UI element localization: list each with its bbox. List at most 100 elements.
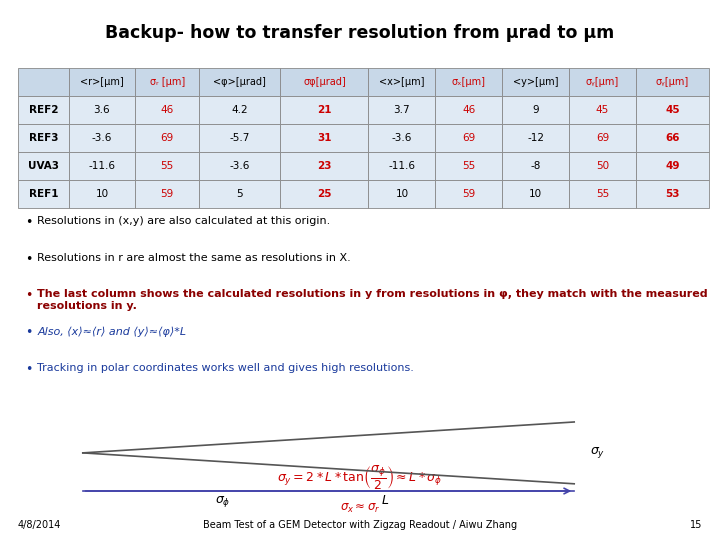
Bar <box>636 96 709 124</box>
Text: σₓ[μm]: σₓ[μm] <box>451 77 486 86</box>
Bar <box>369 124 436 152</box>
Bar <box>569 180 636 208</box>
Bar <box>636 124 709 152</box>
Text: •: • <box>25 216 32 229</box>
Text: -3.6: -3.6 <box>392 133 412 143</box>
Text: -11.6: -11.6 <box>89 161 115 171</box>
Bar <box>18 124 68 152</box>
Text: <x>[μm]: <x>[μm] <box>379 77 425 86</box>
Bar <box>636 180 709 208</box>
Bar <box>436 180 502 208</box>
Text: 10: 10 <box>95 189 109 199</box>
Text: •: • <box>25 326 32 339</box>
Bar <box>502 180 569 208</box>
Text: The last column shows the calculated resolutions in y from resolutions in φ, the: The last column shows the calculated res… <box>37 289 708 311</box>
Text: <φ>[μrad]: <φ>[μrad] <box>213 77 266 86</box>
Text: 69: 69 <box>161 133 174 143</box>
Text: 5: 5 <box>236 189 243 199</box>
Text: 9: 9 <box>532 105 539 114</box>
Text: 4.2: 4.2 <box>231 105 248 114</box>
Text: 69: 69 <box>595 133 609 143</box>
Text: 46: 46 <box>462 105 475 114</box>
Bar <box>281 180 369 208</box>
Text: 45: 45 <box>595 105 609 114</box>
Bar <box>68 124 135 152</box>
Bar <box>569 68 636 96</box>
Bar <box>68 152 135 180</box>
Text: 4/8/2014: 4/8/2014 <box>18 520 61 530</box>
Bar <box>135 124 199 152</box>
Text: UVA3: UVA3 <box>28 161 59 171</box>
Bar <box>199 124 281 152</box>
Bar <box>135 68 199 96</box>
Text: 50: 50 <box>596 161 609 171</box>
Text: 3.6: 3.6 <box>94 105 110 114</box>
Text: •: • <box>25 363 32 376</box>
Text: -8: -8 <box>531 161 541 171</box>
Bar <box>569 96 636 124</box>
Text: 53: 53 <box>665 189 680 199</box>
Text: 55: 55 <box>161 161 174 171</box>
Text: •: • <box>25 253 32 266</box>
Bar <box>18 96 68 124</box>
Bar <box>281 124 369 152</box>
Text: -5.7: -5.7 <box>230 133 250 143</box>
Text: 31: 31 <box>318 133 332 143</box>
Text: $\sigma_y = 2 * L * \tan\!\left(\dfrac{\sigma_\phi}{2}\right) \approx L * \sigma: $\sigma_y = 2 * L * \tan\!\left(\dfrac{\… <box>277 464 443 492</box>
Bar <box>569 124 636 152</box>
Text: 3.7: 3.7 <box>394 105 410 114</box>
Text: 10: 10 <box>529 189 542 199</box>
Bar <box>369 152 436 180</box>
Bar <box>135 152 199 180</box>
Bar <box>436 96 502 124</box>
Text: <y>[μm]: <y>[μm] <box>513 77 558 86</box>
Text: $\sigma_y$: $\sigma_y$ <box>590 446 606 461</box>
Text: σφ[μrad]: σφ[μrad] <box>303 77 346 86</box>
Text: -3.6: -3.6 <box>230 161 250 171</box>
Bar <box>369 68 436 96</box>
Bar <box>199 68 281 96</box>
Bar <box>569 152 636 180</box>
Text: 21: 21 <box>318 105 332 114</box>
Bar <box>636 152 709 180</box>
Bar <box>502 124 569 152</box>
Bar <box>502 152 569 180</box>
Bar <box>18 152 68 180</box>
Bar <box>199 152 281 180</box>
Text: 55: 55 <box>595 189 609 199</box>
Text: σᵧ[μm]: σᵧ[μm] <box>656 77 689 86</box>
Bar <box>135 96 199 124</box>
Text: 15: 15 <box>690 520 702 530</box>
Bar <box>281 96 369 124</box>
Text: <r>[μm]: <r>[μm] <box>80 77 124 86</box>
Text: 66: 66 <box>665 133 680 143</box>
Text: 55: 55 <box>462 161 475 171</box>
Text: 59: 59 <box>161 189 174 199</box>
Text: 69: 69 <box>462 133 475 143</box>
Text: σᵣ [μm]: σᵣ [μm] <box>150 77 185 86</box>
Bar <box>199 96 281 124</box>
Text: Beam Test of a GEM Detector with Zigzag Readout / Aiwu Zhang: Beam Test of a GEM Detector with Zigzag … <box>203 520 517 530</box>
Bar <box>436 152 502 180</box>
Text: REF2: REF2 <box>29 105 58 114</box>
Text: -12: -12 <box>527 133 544 143</box>
Text: $\sigma_\phi$: $\sigma_\phi$ <box>215 494 231 509</box>
Text: Resolutions in (x,y) are also calculated at this origin.: Resolutions in (x,y) are also calculated… <box>37 216 330 226</box>
Bar <box>502 68 569 96</box>
Text: •: • <box>25 289 32 302</box>
Text: Backup- how to transfer resolution from μrad to μm: Backup- how to transfer resolution from … <box>105 24 615 42</box>
Bar <box>436 124 502 152</box>
Text: 49: 49 <box>665 161 680 171</box>
Bar <box>68 68 135 96</box>
Text: Tracking in polar coordinates works well and gives high resolutions.: Tracking in polar coordinates works well… <box>37 363 414 373</box>
Text: 10: 10 <box>395 189 408 199</box>
Text: REF1: REF1 <box>29 189 58 199</box>
Text: $L$: $L$ <box>381 494 390 507</box>
Text: σᵧ[μm]: σᵧ[μm] <box>586 77 619 86</box>
Bar <box>281 152 369 180</box>
Text: 59: 59 <box>462 189 475 199</box>
Text: 23: 23 <box>318 161 332 171</box>
Bar <box>636 68 709 96</box>
Text: -11.6: -11.6 <box>388 161 415 171</box>
Bar <box>18 180 68 208</box>
